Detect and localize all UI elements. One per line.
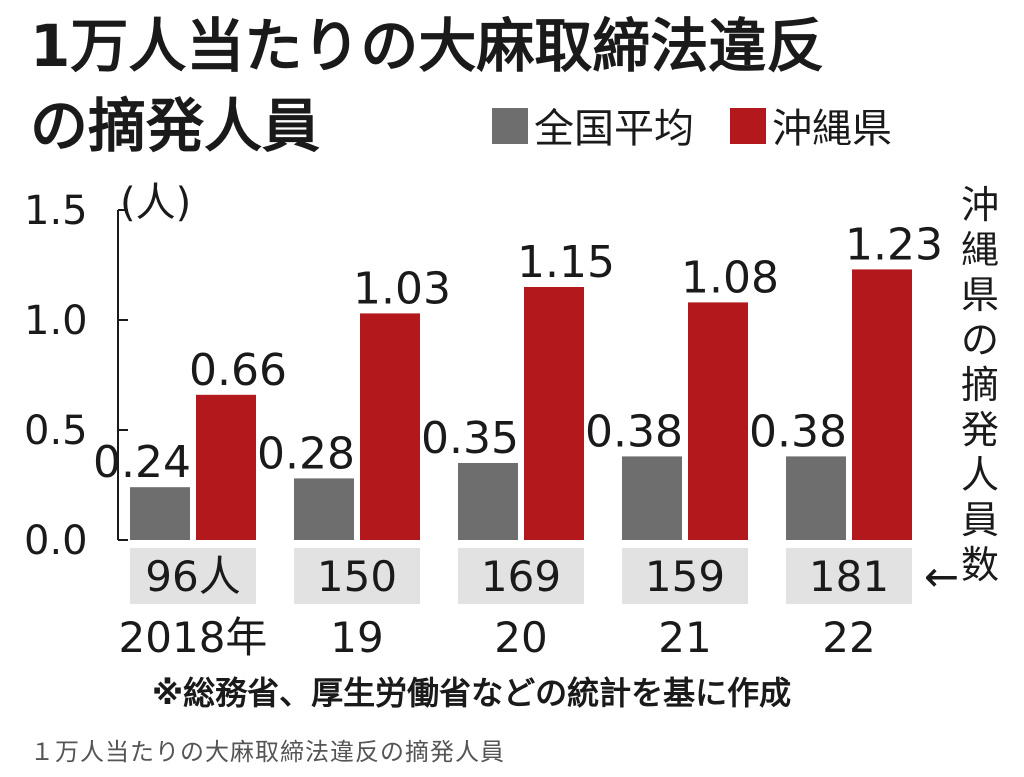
value-label-okinawa: 1.03: [353, 263, 451, 314]
bar-chart: 1万人当たりの大麻取締法違反 の摘発人員 全国平均 沖縄県 0.0 0.5 1.0 1…: [24, 12, 999, 712]
legend: 全国平均 沖縄県: [492, 106, 892, 152]
bar-national: [294, 478, 354, 540]
count-label: 96人: [145, 552, 240, 601]
count-label: 159: [645, 552, 725, 601]
vertical-label-char: 摘: [961, 363, 999, 407]
value-label-okinawa: 1.15: [517, 237, 615, 288]
bar-national: [130, 487, 190, 540]
value-label-national: 0.28: [257, 428, 355, 479]
vertical-label-char: 数: [961, 543, 999, 587]
count-box: [130, 548, 256, 604]
image-caption: １万人当たりの大麻取締法違反の摘発人員: [30, 738, 505, 766]
count-box: [622, 548, 748, 604]
vertical-label-char: 沖: [961, 183, 999, 227]
y-axis: 0.0 0.5 1.0 1.5: [24, 188, 128, 564]
legend-label-okinawa: 沖縄県: [772, 106, 892, 152]
value-label-national: 0.38: [749, 406, 847, 457]
y-axis-unit-label: (人): [120, 180, 191, 226]
count-label: 181: [809, 552, 889, 601]
y-tick-label: 0.0: [24, 518, 88, 564]
bar-okinawa: [524, 287, 584, 540]
y-tick-label: 1.5: [24, 188, 88, 234]
legend-swatch-okinawa: [730, 108, 766, 144]
y-tick-label: 0.5: [24, 408, 88, 454]
chart-figure: 1万人当たりの大麻取締法違反 の摘発人員 全国平均 沖縄県 0.0 0.5 1.0 1…: [22, 0, 1006, 714]
value-label-okinawa: 1.23: [845, 219, 943, 270]
bar-okinawa: [688, 302, 748, 540]
bar-national: [786, 456, 846, 540]
x-axis-labels: 2018年 19 20 21 22: [119, 613, 876, 662]
value-label-national: 0.35: [421, 413, 519, 464]
value-label-national: 0.38: [585, 406, 683, 457]
y-tick-label: 1.0: [24, 298, 88, 344]
count-label: 169: [481, 552, 561, 601]
bar-okinawa: [852, 269, 912, 540]
x-tick-label: 20: [494, 613, 547, 662]
count-label: 150: [317, 552, 397, 601]
count-box: [458, 548, 584, 604]
value-label-okinawa: 0.66: [189, 345, 287, 396]
value-label-okinawa: 1.08: [681, 252, 779, 303]
vertical-label-char: 県: [961, 273, 999, 317]
value-label-national: 0.24: [93, 437, 191, 488]
vertical-label-char: 縄: [961, 228, 999, 272]
legend-label-national: 全国平均: [534, 106, 694, 152]
chart-title-line1: 1万人当たりの大麻取締法違反: [30, 12, 824, 80]
legend-swatch-national: [492, 108, 528, 144]
bar-national: [458, 463, 518, 540]
x-tick-label: 2018年: [119, 613, 268, 662]
vertical-label-char: の: [961, 318, 999, 362]
bar-national: [622, 456, 682, 540]
chart-title-line2: の摘発人員: [30, 92, 320, 160]
okinawa-counts-row: 96人 150 169 159 181: [130, 548, 912, 604]
count-box: [786, 548, 912, 604]
count-box: [294, 548, 420, 604]
vertical-label-char: 発: [961, 408, 999, 452]
x-tick-label: 22: [822, 613, 875, 662]
vertical-label-char: 人: [961, 453, 999, 497]
bar-okinawa: [360, 313, 420, 540]
bars: 0.24 0.66 0.28 1.03 0.35 1.15 0.38 1.08 0.38 1.23: [93, 219, 943, 540]
x-tick-label: 21: [658, 613, 711, 662]
source-note: ※総務省、厚生労働省などの統計を基に作成: [152, 674, 791, 712]
vertical-label-char: 員: [961, 498, 999, 542]
bar-okinawa: [196, 394, 256, 540]
arrow-icon: ←: [924, 552, 959, 601]
x-tick-label: 19: [330, 613, 383, 662]
